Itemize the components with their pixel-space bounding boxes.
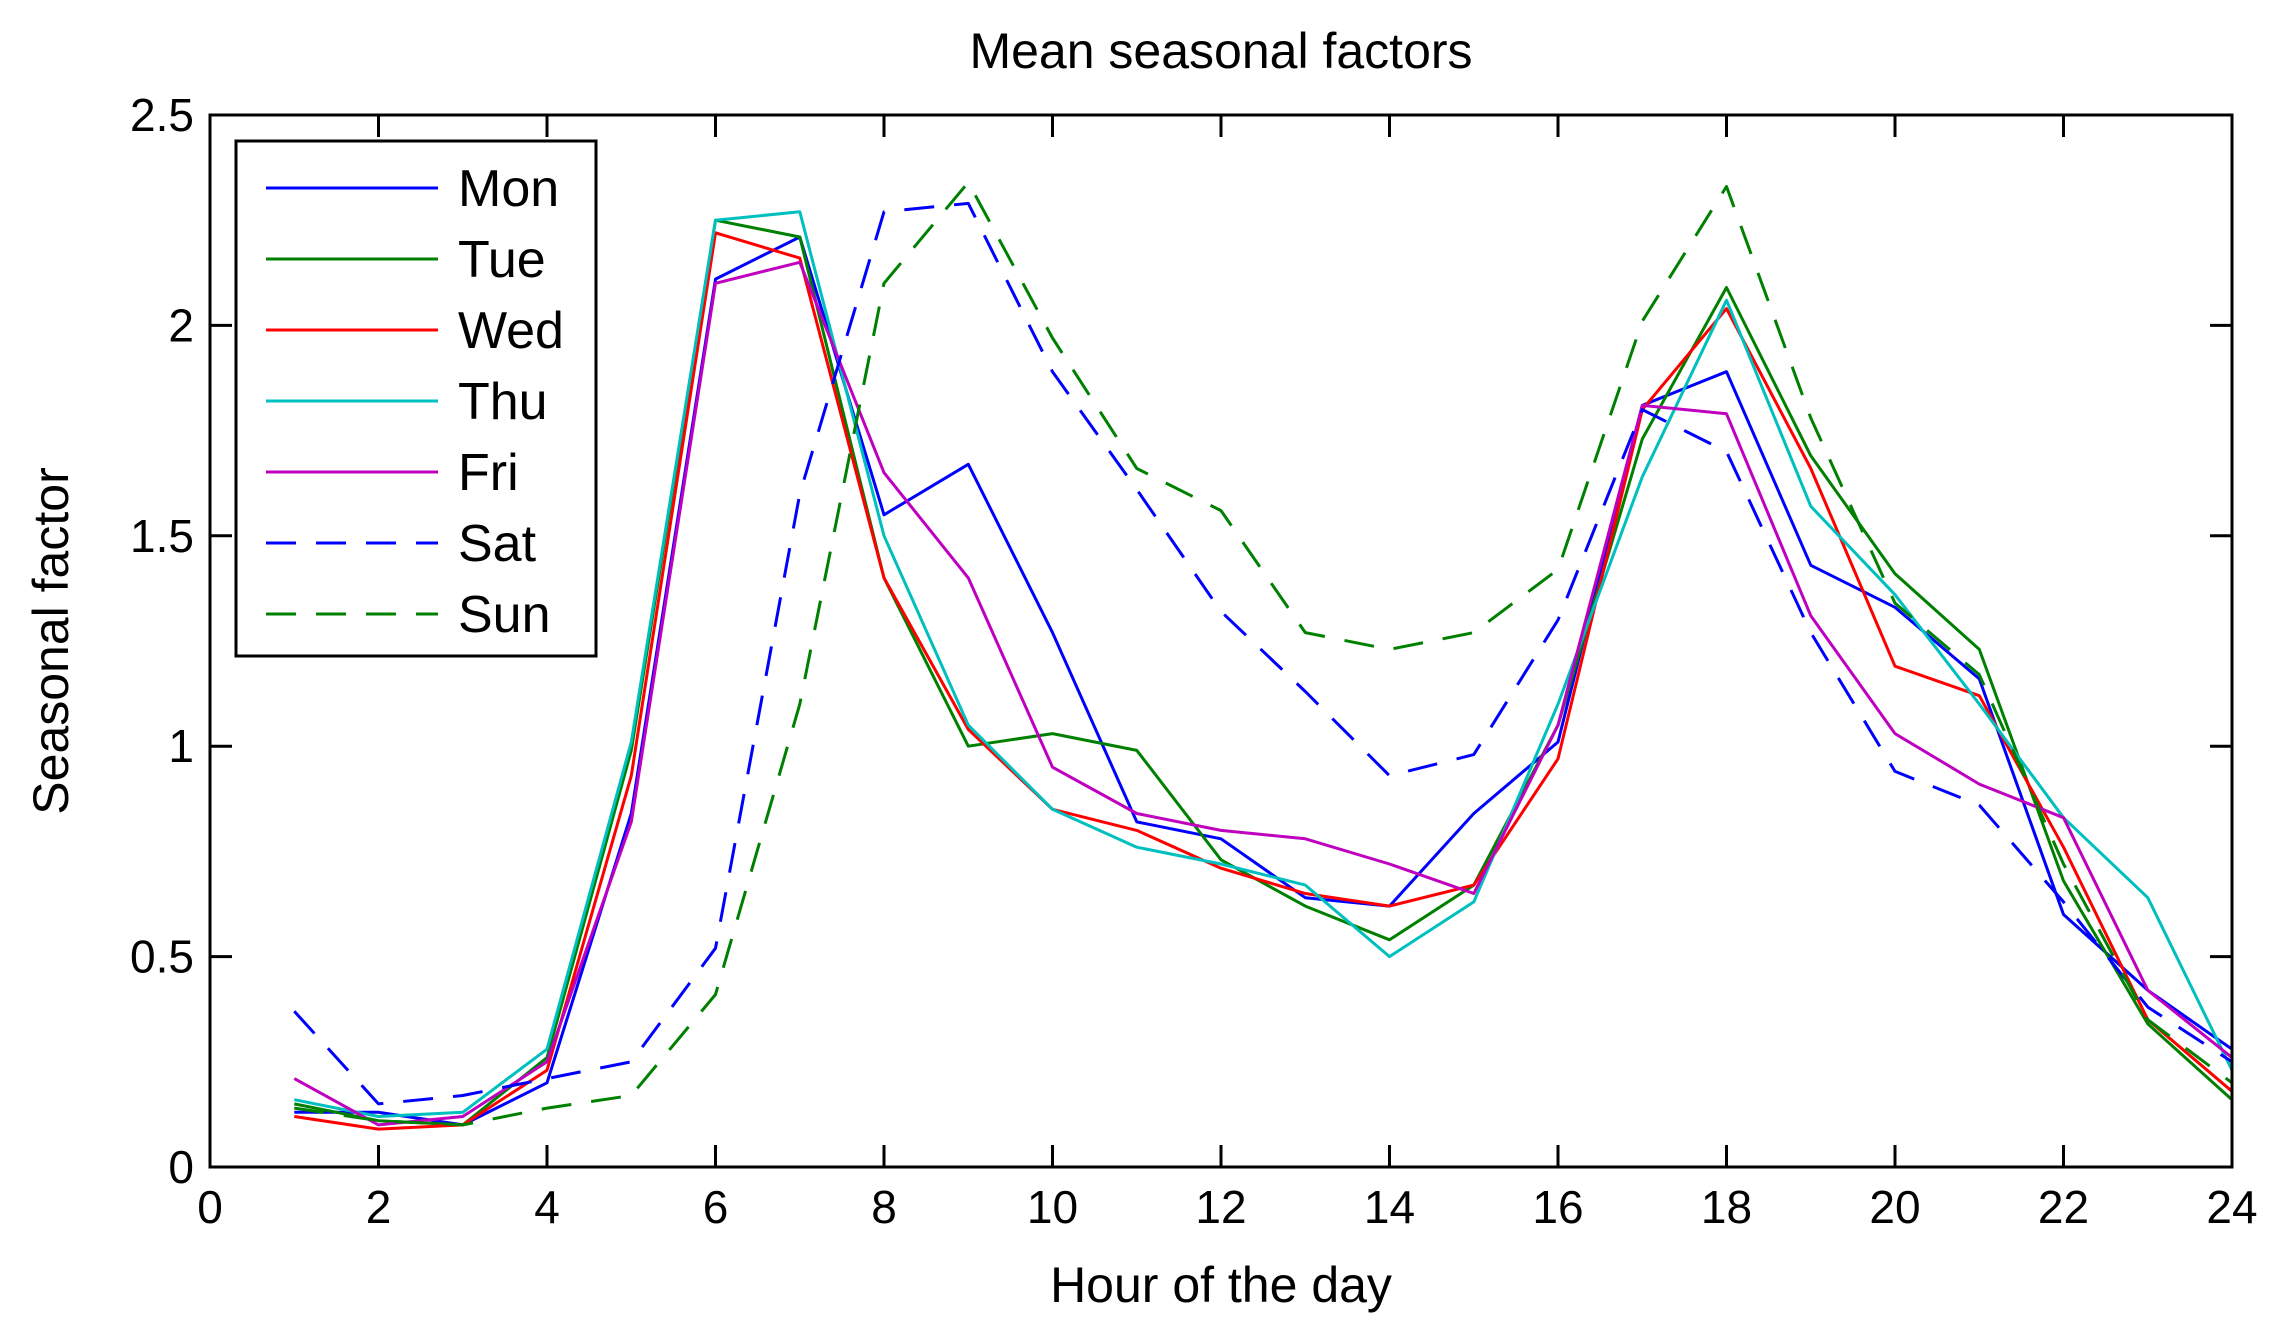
y-tick-label: 0.5 — [130, 931, 194, 983]
legend-label-sun: Sun — [458, 586, 551, 644]
series-line-fri — [293, 260, 2233, 1127]
y-tick-label: 2 — [168, 299, 194, 351]
legend-label-sat: Sat — [458, 515, 537, 573]
y-tick-label: 2.5 — [130, 89, 194, 141]
x-tick-label: 6 — [703, 1181, 729, 1233]
series-layer — [293, 180, 2234, 1131]
legend: Mon Tue Wed Thu Fri Sat Sun — [234, 139, 598, 658]
x-tick-label: 0 — [197, 1181, 223, 1233]
legend-label-tue: Tue — [458, 231, 546, 289]
legend-label-fri: Fri — [458, 444, 519, 502]
x-tick-label: 8 — [871, 1181, 897, 1233]
y-tick-label: 1 — [168, 720, 194, 772]
x-tick-label: 10 — [1027, 1181, 1078, 1233]
series-line-sat — [293, 201, 2233, 1106]
x-tick-label: 12 — [1195, 1181, 1246, 1233]
x-tick-label: 2 — [366, 1181, 392, 1233]
x-tick-label: 20 — [1869, 1181, 1920, 1233]
series-line-sun — [294, 180, 2233, 1127]
series-line-tue — [294, 218, 2234, 1127]
series-line-wed — [294, 231, 2233, 1131]
y-axis-label: Seasonal factor — [23, 467, 79, 814]
chart-title: Mean seasonal factors — [969, 23, 1472, 79]
x-axis-label: Hour of the day — [1050, 1257, 1392, 1313]
x-tick-label: 16 — [1532, 1181, 1583, 1233]
y-tick-label: 1.5 — [130, 510, 194, 562]
x-tick-label: 22 — [2038, 1181, 2089, 1233]
legend-label-wed: Wed — [458, 302, 564, 360]
x-tick-label: 18 — [1701, 1181, 1752, 1233]
series-line-thu — [294, 210, 2234, 1118]
legend-label-thu: Thu — [458, 373, 548, 431]
x-tick-label: 24 — [2206, 1181, 2257, 1233]
legend-label-mon: Mon — [458, 160, 559, 218]
legend-box — [234, 139, 598, 658]
x-tick-label: 4 — [534, 1181, 560, 1233]
x-tick-label: 14 — [1364, 1181, 1415, 1233]
y-tick-label: 0 — [168, 1141, 194, 1193]
